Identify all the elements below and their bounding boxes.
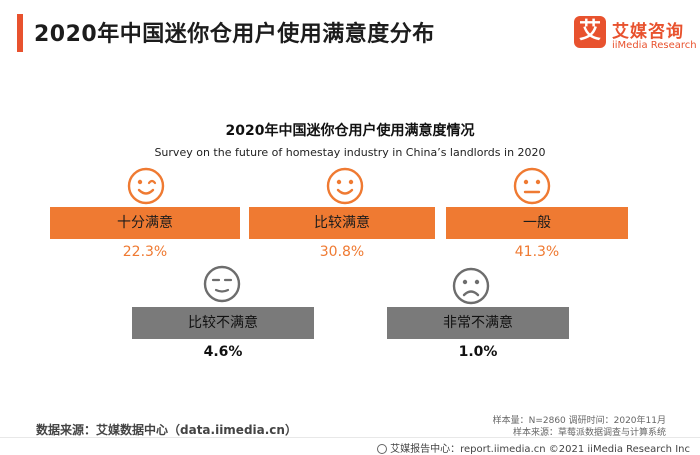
footer-site-text: 艾媒报告中心：report.iimedia.cn ©2021 iiMedia R… xyxy=(390,444,690,455)
footer-divider xyxy=(0,437,700,438)
logo-mark-icon: 艾 xyxy=(574,16,606,48)
frown-face-icon xyxy=(452,267,490,305)
wink-face-icon xyxy=(127,167,165,205)
logo-en-text: iiMedia Research xyxy=(612,40,697,51)
title-accent-bar xyxy=(17,14,23,52)
value-label-neutral: 41.3% xyxy=(514,244,560,260)
page-title: 2020年中国迷你仓用户使用满意度分布 xyxy=(34,22,435,47)
brand-logo: 艾 艾媒咨询 iiMedia Research xyxy=(574,16,697,56)
chart-subtitle: Survey on the future of homestay industr… xyxy=(154,146,546,159)
sample-source: 样本来源：草莓派数据调查与计算系统 xyxy=(512,428,666,438)
globe-icon xyxy=(377,444,388,454)
neutral-face-icon xyxy=(513,167,551,205)
value-label-unsatisfied: 4.6% xyxy=(203,344,243,360)
category-bar-very-unsatisfied: 非常不满意 xyxy=(387,307,569,339)
category-bar-very-satisfied: 十分满意 xyxy=(50,207,240,239)
logo-cn-text: 艾媒咨询 xyxy=(612,22,684,42)
sample-info: 样本量：N=2860 调研时间：2020年11月 xyxy=(492,416,666,426)
footer-site: 艾媒报告中心：report.iimedia.cn ©2021 iiMedia R… xyxy=(377,440,690,455)
category-bar-unsatisfied: 比较不满意 xyxy=(132,307,314,339)
value-label-very-unsatisfied: 1.0% xyxy=(458,344,498,360)
chart-title: 2020年中国迷你仓用户使用满意度情况 xyxy=(225,123,475,139)
value-label-very-satisfied: 22.3% xyxy=(122,244,168,260)
category-bar-satisfied: 比较满意 xyxy=(249,207,435,239)
data-source: 数据来源：艾媒数据中心（data.iimedia.cn） xyxy=(36,423,297,437)
smile-face-icon xyxy=(326,167,364,205)
sleepy-face-icon xyxy=(203,265,241,303)
category-bar-neutral: 一般 xyxy=(446,207,628,239)
value-label-satisfied: 30.8% xyxy=(319,244,365,260)
